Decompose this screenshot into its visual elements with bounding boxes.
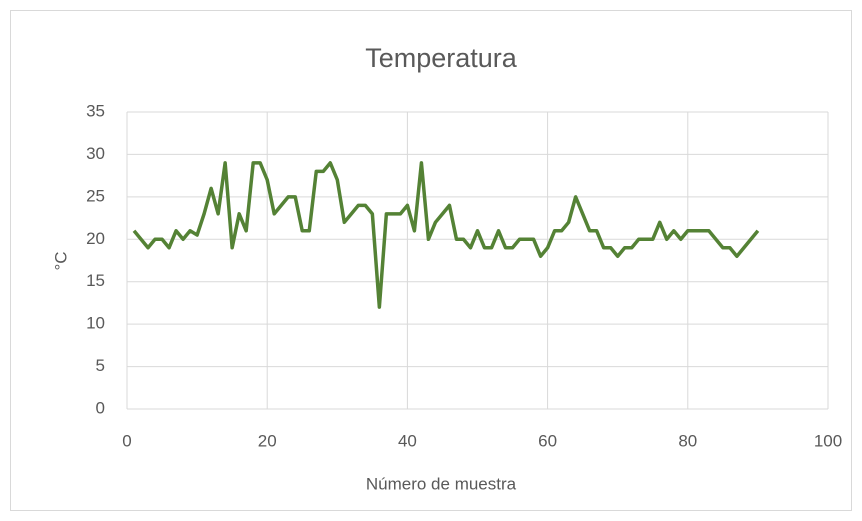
y-tick-label: 25 <box>86 186 105 205</box>
y-tick-label: 30 <box>86 144 105 163</box>
x-tick-label: 40 <box>398 431 417 450</box>
y-tick-label: 35 <box>86 101 105 120</box>
x-tick-label: 80 <box>678 431 697 450</box>
x-tick-label: 0 <box>122 431 131 450</box>
y-axis-label: °C <box>51 251 70 270</box>
x-tick-label: 20 <box>258 431 277 450</box>
x-tick-label: 60 <box>538 431 557 450</box>
y-tick-label: 20 <box>86 229 105 248</box>
y-tick-label: 15 <box>86 271 105 290</box>
chart-title: Temperatura <box>365 43 518 73</box>
y-tick-label: 0 <box>96 398 105 417</box>
data-line <box>132 161 760 309</box>
x-tick-label: 100 <box>814 431 842 450</box>
chart-border <box>10 10 852 511</box>
y-tick-label: 5 <box>96 356 105 375</box>
y-tick-label: 10 <box>86 314 105 333</box>
x-axis-label: Número de muestra <box>366 474 517 493</box>
